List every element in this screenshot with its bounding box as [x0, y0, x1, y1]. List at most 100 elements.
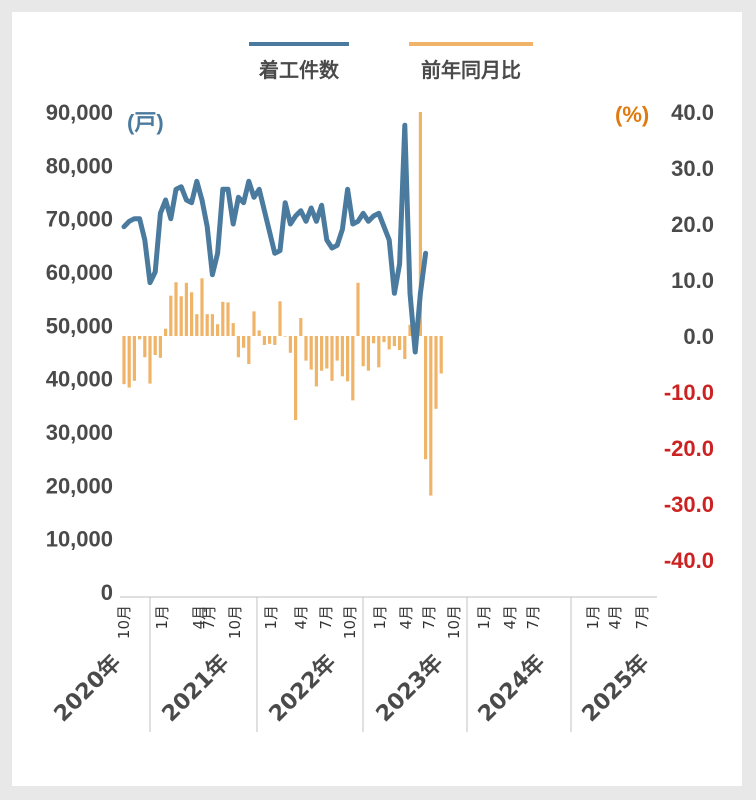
month-tick-label: 4月 — [190, 605, 208, 630]
bar — [138, 336, 142, 340]
right-axis-ticks: 40.0 30.0 20.0 10.0 0.0 -10.0 -20.0 -30.0 -40.0 — [664, 100, 714, 573]
bar — [283, 336, 287, 337]
bar — [387, 336, 391, 350]
left-tick-label: 90,000 — [46, 100, 113, 125]
month-tick-label: 10月 — [341, 605, 359, 639]
month-tick-label: 7月 — [633, 605, 651, 630]
month-tick-label: 10月 — [226, 605, 244, 639]
bar — [346, 336, 350, 382]
bar — [325, 336, 329, 369]
month-tick-label: 1月 — [262, 605, 280, 630]
bar — [382, 336, 386, 343]
left-tick-label: 20,000 — [46, 473, 113, 498]
year-label: 2020年 — [49, 650, 126, 727]
month-tick-label: 4月 — [397, 605, 415, 630]
bar — [330, 336, 334, 381]
bar — [408, 324, 412, 336]
left-tick-label: 60,000 — [46, 260, 113, 285]
bar — [403, 336, 407, 359]
bar — [184, 282, 188, 336]
left-tick-label: 40,000 — [46, 367, 113, 392]
bar — [372, 336, 376, 344]
month-tick-label: 1月 — [475, 605, 493, 630]
bar — [429, 336, 433, 496]
bar — [205, 314, 209, 336]
right-axis-unit: (%) — [615, 102, 649, 127]
left-axis-unit: (戸) — [127, 110, 164, 135]
month-tick-label: 4月 — [501, 605, 519, 630]
bar-series — [122, 112, 443, 496]
bar — [434, 336, 438, 409]
right-tick-label: -40.0 — [664, 548, 714, 573]
month-tick-label: 10月 — [115, 605, 133, 639]
right-tick-label: 40.0 — [671, 100, 714, 125]
right-tick-label: -30.0 — [664, 492, 714, 517]
bar — [226, 302, 230, 336]
bar — [418, 112, 422, 336]
year-label: 2025年 — [577, 650, 654, 727]
left-tick-label: 0 — [101, 580, 113, 605]
bar — [179, 296, 183, 336]
legend-line-label: 着工件数 — [258, 58, 340, 82]
left-tick-label: 80,000 — [46, 153, 113, 178]
bar — [231, 323, 235, 336]
bar — [190, 292, 194, 336]
bar — [392, 336, 396, 347]
bar — [262, 336, 266, 345]
bar — [439, 336, 443, 374]
month-tick-label: 7月 — [200, 605, 218, 630]
bar — [398, 336, 402, 350]
bar — [158, 336, 162, 358]
bar — [361, 336, 365, 367]
bar — [335, 336, 339, 361]
bar — [252, 311, 256, 336]
line-path — [121, 122, 429, 355]
bar — [216, 324, 220, 336]
bar — [174, 282, 178, 336]
left-tick-label: 30,000 — [46, 420, 113, 445]
month-tick-label: 7月 — [317, 605, 335, 630]
bar — [221, 301, 225, 336]
bar — [247, 336, 251, 364]
bar — [278, 301, 282, 336]
month-tick-label: 4月 — [292, 605, 310, 630]
chart-svg: 着工件数 前年同月比 (戸) (%) 0 10,000 20,000 30,000 40… — [46, 42, 714, 732]
bar — [164, 328, 168, 336]
month-tick-label: 1月 — [584, 605, 602, 630]
bar — [200, 278, 204, 336]
bar — [268, 336, 272, 344]
right-tick-label: -10.0 — [664, 380, 714, 405]
bar — [153, 336, 157, 356]
year-label: 2024年 — [473, 650, 550, 727]
month-tick-label: 1月 — [153, 605, 171, 630]
bar — [242, 336, 246, 348]
legend-bar-label: 前年同月比 — [421, 58, 521, 82]
bar — [377, 336, 381, 368]
right-tick-label: 0.0 — [683, 324, 714, 349]
right-tick-label: 20.0 — [671, 212, 714, 237]
bar — [169, 295, 173, 336]
bar — [424, 336, 428, 460]
month-tick-label: 10月 — [445, 605, 463, 639]
bar — [122, 336, 126, 385]
bar — [273, 336, 277, 345]
year-label: 2022年 — [264, 650, 341, 727]
bar — [304, 336, 308, 361]
bar — [351, 336, 355, 401]
bar — [356, 282, 360, 336]
bar — [210, 314, 214, 336]
left-tick-label: 10,000 — [46, 527, 113, 552]
right-tick-label: 30.0 — [671, 156, 714, 181]
left-axis-ticks: 0 10,000 20,000 30,000 40,000 50,000 60,000 70,… — [46, 100, 113, 605]
bar — [127, 336, 131, 388]
year-label: 2021年 — [157, 650, 234, 727]
month-tick-label: 1月 — [371, 605, 389, 630]
left-tick-label: 50,000 — [46, 313, 113, 338]
month-tick-label: 7月 — [420, 605, 438, 630]
right-tick-label: 10.0 — [671, 268, 714, 293]
bar — [299, 318, 303, 336]
bar — [288, 336, 292, 353]
bar — [132, 336, 136, 381]
bar — [148, 336, 152, 384]
